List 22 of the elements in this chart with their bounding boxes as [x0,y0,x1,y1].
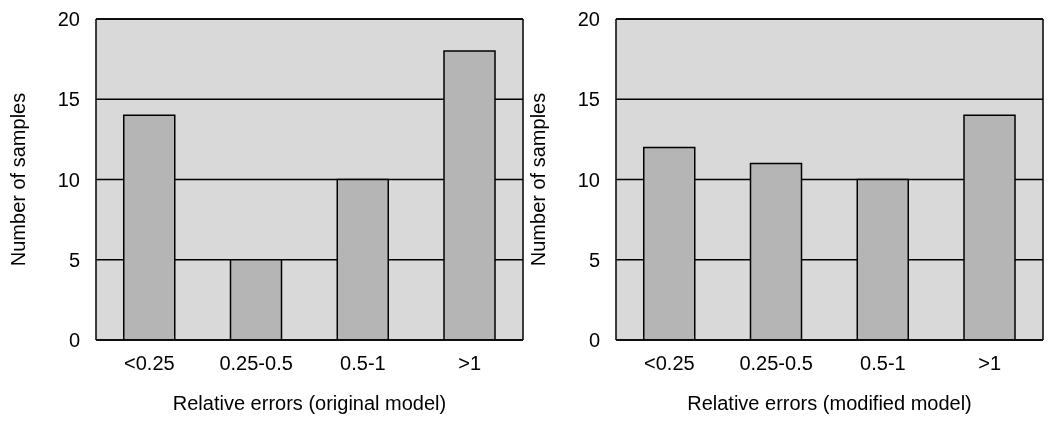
y-tick-label: 10 [577,168,600,191]
x-axis-title: Relative errors (original model) [172,392,447,414]
x-tick-label: <0.25 [644,352,695,375]
y-tick-label: 20 [57,8,80,31]
y-tick-label: 0 [588,329,600,352]
y-tick-label: 15 [57,88,80,111]
y-tick-label: 10 [57,168,80,191]
y-tick-label: 5 [588,248,600,271]
x-tick-label: 0.5-1 [860,352,906,375]
y-axis-title: Number of samples [527,92,550,267]
y-tick-label: 0 [68,329,80,352]
x-axis-title: Relative errors (modified model) [687,392,972,414]
y-tick-label: 20 [577,8,600,31]
x-tick-label: 0.25-0.5 [219,352,293,375]
x-tick-label: <0.25 [124,352,175,375]
x-tick-label: >1 [458,352,482,375]
y-axis-title: Number of samples [7,92,30,267]
y-tick-label: 5 [68,248,80,271]
x-tick-label: >1 [978,352,1002,375]
x-tick-label: 0.25-0.5 [739,352,813,375]
x-tick-label: 0.5-1 [340,352,386,375]
y-tick-label: 15 [577,88,600,111]
